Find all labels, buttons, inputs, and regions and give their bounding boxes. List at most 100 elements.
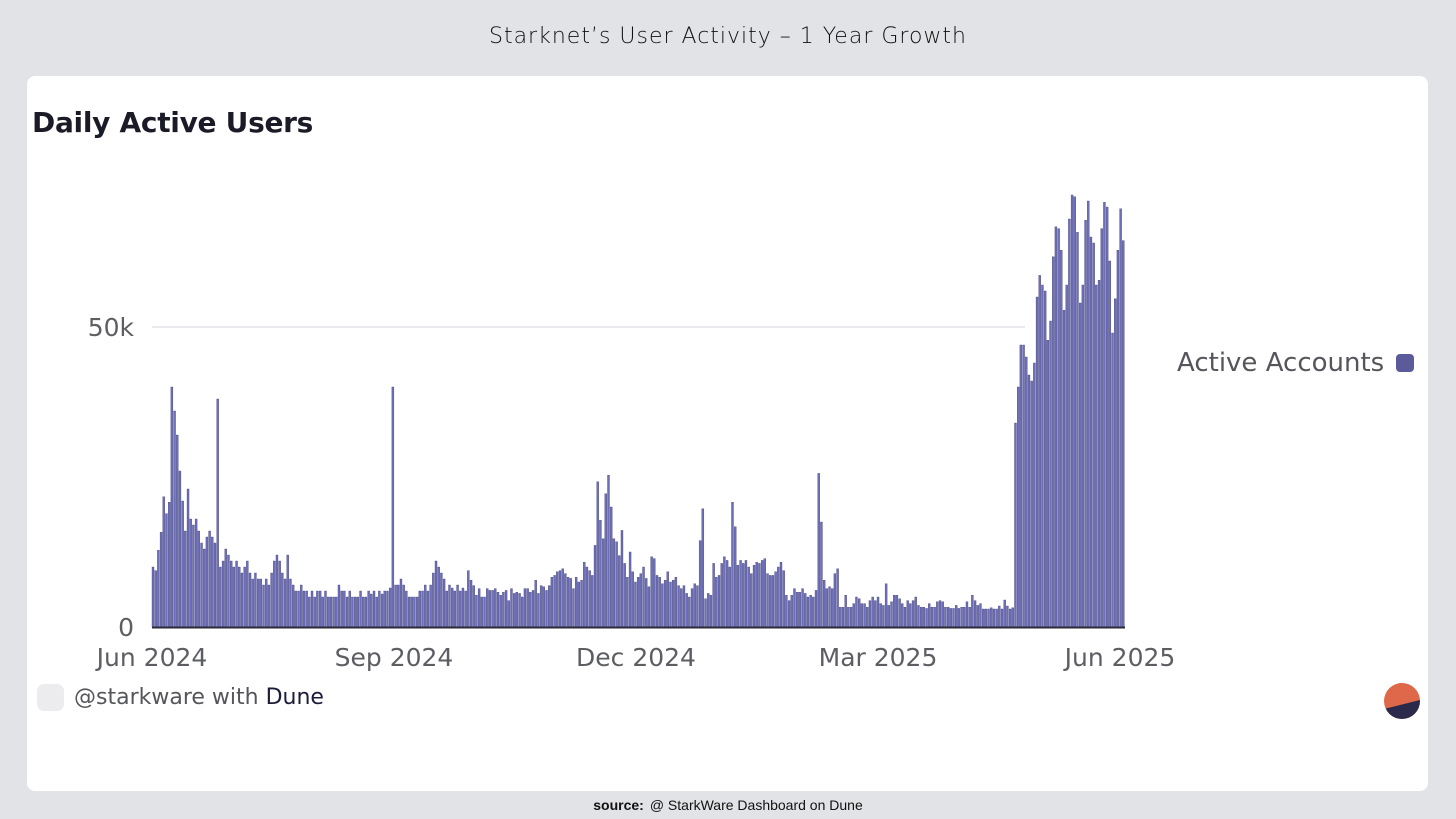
bar <box>760 560 764 628</box>
bar <box>248 572 252 628</box>
bar <box>1114 298 1117 628</box>
bar <box>345 596 349 628</box>
bar <box>820 521 823 628</box>
bar <box>852 603 855 628</box>
bar <box>1027 374 1031 628</box>
bar <box>410 596 413 628</box>
bar <box>804 593 807 628</box>
bar <box>216 398 219 628</box>
bar <box>494 588 497 628</box>
bar <box>300 584 303 628</box>
bar <box>682 585 686 628</box>
bar <box>798 592 802 628</box>
dune-logo-icon[interactable] <box>1384 683 1420 719</box>
bar <box>259 578 262 628</box>
bar <box>464 590 467 628</box>
bar <box>491 590 494 628</box>
bar <box>707 593 710 628</box>
bar <box>860 603 864 628</box>
bar <box>658 577 661 628</box>
bar <box>793 588 796 628</box>
bar <box>763 558 767 628</box>
bar <box>647 586 651 628</box>
bar <box>922 607 926 628</box>
bar <box>362 596 365 628</box>
bar <box>960 607 963 628</box>
bar <box>507 600 510 628</box>
bar <box>1000 608 1004 628</box>
bar <box>715 577 718 628</box>
bar <box>938 600 942 628</box>
bar <box>394 584 397 628</box>
bar <box>1057 228 1060 628</box>
bar <box>240 572 244 628</box>
source-note: source: @ StarkWare Dashboard on Dune <box>0 797 1456 813</box>
bar <box>739 560 742 628</box>
bar <box>669 581 672 628</box>
bar <box>758 563 761 628</box>
bar <box>919 607 923 628</box>
bar <box>623 563 626 628</box>
bar <box>529 592 532 628</box>
bar <box>755 562 758 628</box>
bar <box>890 601 893 628</box>
bar <box>289 578 292 628</box>
legend-label: Active Accounts <box>1177 348 1385 378</box>
bar <box>944 607 947 628</box>
bar <box>841 607 845 628</box>
bar <box>963 607 966 628</box>
bar <box>294 590 298 628</box>
bar <box>777 566 780 628</box>
bar <box>1046 340 1050 628</box>
bar <box>976 605 979 628</box>
bar <box>205 536 209 628</box>
bar <box>642 566 645 628</box>
bar <box>154 570 157 628</box>
bar <box>677 585 680 628</box>
bar <box>165 513 168 628</box>
bar <box>1033 362 1036 628</box>
bar <box>672 580 675 628</box>
bar <box>814 590 818 628</box>
bar <box>502 592 505 628</box>
bar <box>246 560 249 628</box>
bar <box>405 590 408 628</box>
bar <box>914 596 917 628</box>
bar <box>990 607 993 628</box>
bar <box>742 563 745 628</box>
bar <box>424 584 427 628</box>
legend[interactable]: Active Accounts <box>1177 348 1415 378</box>
bar <box>418 590 422 628</box>
bar <box>634 581 637 628</box>
bar <box>440 572 443 628</box>
bar <box>734 526 737 628</box>
bar <box>930 607 934 628</box>
bar <box>1008 608 1012 628</box>
chart-card: Daily Active Users 0 50k Jun 2024 Sep 2024 D… <box>27 76 1428 791</box>
bar <box>750 573 753 628</box>
bar <box>577 581 581 628</box>
bar <box>736 565 740 628</box>
bar <box>987 608 990 628</box>
bar <box>998 605 1001 628</box>
bar <box>1116 250 1120 628</box>
bar <box>1076 232 1079 628</box>
bar <box>884 583 888 628</box>
bar <box>583 562 586 628</box>
bar <box>801 588 804 628</box>
bar <box>720 563 723 628</box>
bar <box>615 541 618 628</box>
bar <box>305 590 308 628</box>
bar <box>238 566 241 628</box>
bar <box>1089 236 1093 628</box>
bar <box>391 386 395 628</box>
bar <box>690 588 694 628</box>
credit[interactable]: @starkware with Dune <box>37 684 324 711</box>
bar <box>275 554 279 628</box>
bar <box>321 596 324 628</box>
bar <box>256 578 260 628</box>
x-tick-label: Dec 2024 <box>576 643 696 672</box>
bar <box>370 593 373 628</box>
bar <box>620 530 624 628</box>
bar <box>159 532 163 628</box>
